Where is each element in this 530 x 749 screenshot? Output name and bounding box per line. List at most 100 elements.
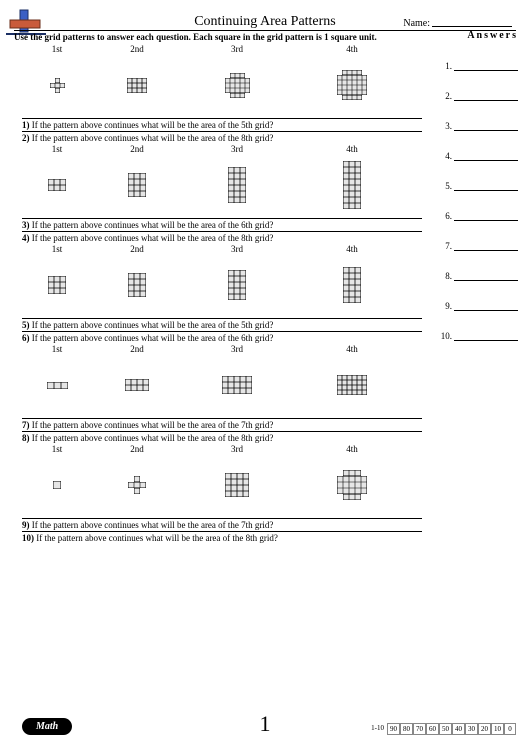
answer-blank[interactable] [454,271,518,281]
answer-number: 4. [438,151,452,161]
answer-number: 7. [438,241,452,251]
ordinal-label: 3rd [182,444,292,454]
answer-number: 9. [438,301,452,311]
grid-figure [292,161,412,209]
question-text: If the pattern above continues what will… [32,120,274,130]
ordinal-label: 4th [292,144,412,154]
main-content: 1st2nd3rd4th1) If the pattern above cont… [22,44,422,544]
answer-line[interactable]: 8. [438,271,518,281]
answer-line[interactable]: 6. [438,211,518,221]
grid-figure [22,382,92,389]
question-line: 2) If the pattern above continues what w… [22,131,422,144]
grid-figure [22,481,92,489]
score-cell: 30 [465,723,478,735]
score-cell: 10 [491,723,504,735]
question-number: 9) [22,520,30,530]
grid-figure [22,78,92,93]
grid-row [22,356,422,414]
ordinal-labels: 1st2nd3rd4th [22,144,422,156]
grid-figure [292,375,412,395]
ordinal-labels: 1st2nd3rd4th [22,344,422,356]
answers-column: Answers 1. 2. 3. 4. 5. 6. 7. 8. 9. 10. [438,30,518,341]
answer-blank[interactable] [454,181,518,191]
score-cell: 50 [439,723,452,735]
question-number: 8) [22,433,30,443]
question-line: 1) If the pattern above continues what w… [22,118,422,131]
answer-blank[interactable] [454,121,518,131]
score-grid: 1-109080706050403020100 [368,723,516,735]
page-title: Continuing Area Patterns [0,14,530,30]
question-number: 3) [22,220,30,230]
ordinal-label: 4th [292,344,412,354]
score-range-label: 1-10 [368,723,387,735]
answer-line[interactable]: 4. [438,151,518,161]
answer-line[interactable]: 3. [438,121,518,131]
grid-figure [92,379,182,391]
answer-number: 8. [438,271,452,281]
answers-heading: Answers [438,30,518,41]
answer-line[interactable]: 2. [438,91,518,101]
score-cell: 0 [504,723,516,735]
question-line: 5) If the pattern above continues what w… [22,318,422,331]
question-text: If the pattern above continues what will… [36,533,278,543]
grid-figure [182,473,292,497]
ordinal-label: 2nd [92,444,182,454]
answer-blank[interactable] [454,211,518,221]
score-cell: 90 [387,723,400,735]
question-text: If the pattern above continues what will… [32,333,274,343]
answer-line[interactable]: 9. [438,301,518,311]
ordinal-label: 2nd [92,344,182,354]
ordinal-label: 3rd [182,244,292,254]
answer-number: 1. [438,61,452,71]
question-block: 7) If the pattern above continues what w… [22,418,422,444]
question-number: 2) [22,133,30,143]
answer-number: 5. [438,181,452,191]
ordinal-label: 4th [292,44,412,54]
instructions-text: Use the grid patterns to answer each que… [14,32,377,42]
name-blank[interactable] [432,26,512,27]
ordinal-label: 1st [22,344,92,354]
grid-figure [92,273,182,297]
question-text: If the pattern above continues what will… [32,420,274,430]
question-line: 7) If the pattern above continues what w… [22,418,422,431]
pattern-row: 1st2nd3rd4th 9) If the pattern above cont… [22,444,422,544]
score-cell: 70 [413,723,426,735]
grid-figure [22,179,92,191]
answer-number: 6. [438,211,452,221]
question-number: 7) [22,420,30,430]
grid-figure [182,73,292,98]
question-number: 1) [22,120,30,130]
ordinal-labels: 1st2nd3rd4th [22,44,422,56]
answer-blank[interactable] [454,241,518,251]
grid-row [22,256,422,314]
question-line: 9) If the pattern above continues what w… [22,518,422,531]
ordinal-label: 3rd [182,344,292,354]
grid-figure [182,167,292,203]
ordinal-label: 1st [22,444,92,454]
question-text: If the pattern above continues what will… [32,233,274,243]
question-number: 5) [22,320,30,330]
grid-row [22,156,422,214]
question-block: 9) If the pattern above continues what w… [22,518,422,544]
question-line: 10) If the pattern above continues what … [22,531,422,544]
answer-blank[interactable] [454,331,518,341]
ordinal-label: 1st [22,144,92,154]
answer-line[interactable]: 7. [438,241,518,251]
ordinal-label: 3rd [182,44,292,54]
score-cell: 40 [452,723,465,735]
answer-blank[interactable] [454,301,518,311]
answer-blank[interactable] [454,61,518,71]
question-number: 6) [22,333,30,343]
ordinal-label: 3rd [182,144,292,154]
page-footer: Math 1 1-109080706050403020100 [0,715,530,737]
answer-line[interactable]: 1. [438,61,518,71]
grid-figure [182,376,292,394]
question-number: 4) [22,233,30,243]
score-cell: 20 [478,723,491,735]
answer-line[interactable]: 10. [438,331,518,341]
question-text: If the pattern above continues what will… [32,320,274,330]
answer-line[interactable]: 5. [438,181,518,191]
answer-blank[interactable] [454,91,518,101]
answer-blank[interactable] [454,151,518,161]
ordinal-label: 4th [292,444,412,454]
